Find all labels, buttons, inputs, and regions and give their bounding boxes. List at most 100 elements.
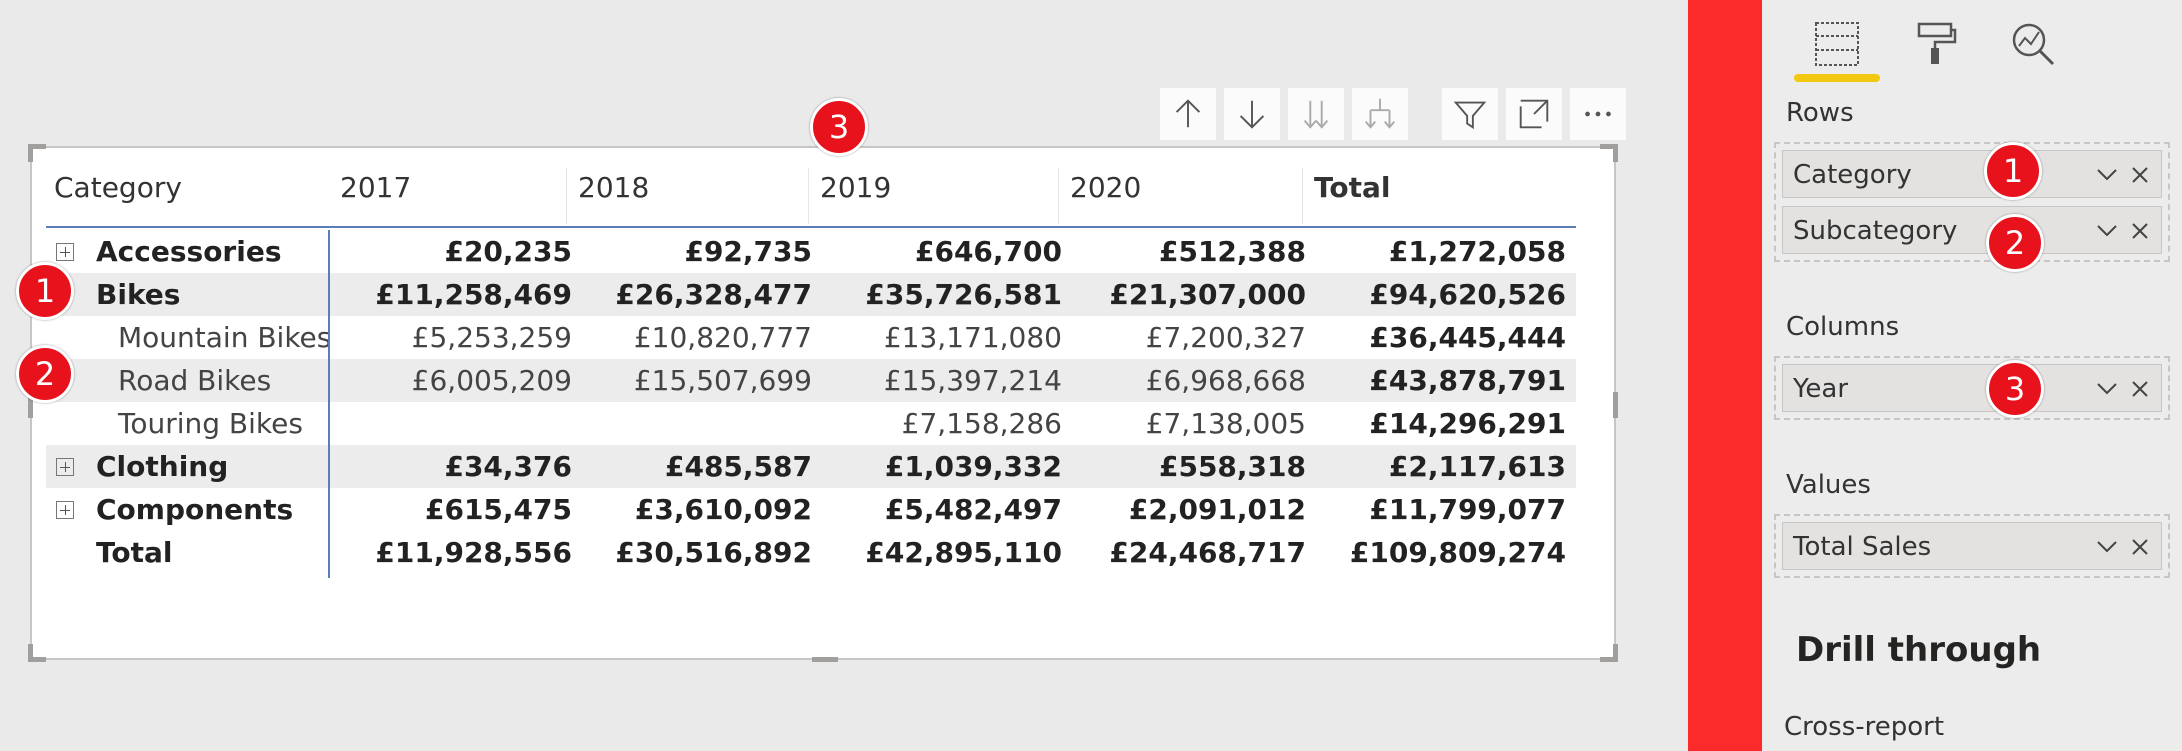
collapsed-pane-strip <box>1688 0 1762 751</box>
field-pill-total-sales[interactable]: Total Sales <box>1782 522 2162 570</box>
close-icon[interactable] <box>2129 378 2151 400</box>
table-row-touring-bikes[interactable]: Touring Bikes £7,158,286 £7,138,005 £14,… <box>46 402 1576 445</box>
cell-2019: £7,158,286 <box>901 407 1062 440</box>
arrow-up-icon <box>1175 99 1201 128</box>
tab-fields[interactable] <box>1792 8 1882 82</box>
field-pill-subcategory[interactable]: Subcategory <box>1782 206 2162 254</box>
cell-2017: £6,005,209 <box>411 364 572 397</box>
focus-mode-button[interactable] <box>1506 88 1562 140</box>
chevron-down-icon[interactable] <box>2095 221 2119 241</box>
cell-total: £14,296,291 <box>1369 407 1566 440</box>
cell-2018: £10,820,777 <box>633 321 812 354</box>
resize-handle-bottom-left[interactable] <box>28 657 46 662</box>
close-icon[interactable] <box>2129 536 2151 558</box>
resize-handle-bottom-right-v[interactable] <box>1613 644 1618 662</box>
table-row-road-bikes[interactable]: Road Bikes £6,005,209 £15,507,699 £15,39… <box>46 359 1576 402</box>
row-label: Touring Bikes <box>118 407 303 440</box>
row-label: Mountain Bikes <box>118 321 332 354</box>
field-name: Category <box>1793 160 1912 190</box>
callout-badge-2-panel: 2 <box>1986 214 2044 272</box>
chevron-down-icon[interactable] <box>2095 165 2119 185</box>
cell-2017: £11,928,556 <box>375 536 572 569</box>
cell-2020: £21,307,000 <box>1109 278 1306 311</box>
resize-handle-top-left[interactable] <box>28 144 46 149</box>
expand-next-level-button[interactable] <box>1352 88 1408 140</box>
table-row-bikes[interactable]: Bikes £11,258,469 £26,328,477 £35,726,58… <box>46 273 1576 316</box>
table-row-accessories[interactable]: Accessories £20,235 £92,735 £646,700 £51… <box>46 230 1576 273</box>
tab-format[interactable] <box>1890 8 1980 80</box>
drill-through-heading: Drill through <box>1796 630 2042 670</box>
visual-header-toolbar <box>1160 88 1626 140</box>
table-row-components[interactable]: Components £615,475 £3,610,092 £5,482,49… <box>46 488 1576 531</box>
chevron-down-icon[interactable] <box>2095 379 2119 399</box>
column-header-total[interactable]: Total <box>1314 171 1391 204</box>
column-header-2017[interactable]: 2017 <box>340 171 412 204</box>
resize-handle-top-right[interactable] <box>1600 144 1618 149</box>
resize-handle-top-left-v[interactable] <box>28 144 33 162</box>
drill-up-button[interactable] <box>1160 88 1216 140</box>
expand-plus-icon[interactable] <box>56 243 74 261</box>
focus-mode-icon <box>1519 99 1549 129</box>
table-row-mountain-bikes[interactable]: Mountain Bikes £5,253,259 £10,820,777 £1… <box>46 316 1576 359</box>
resize-handle-right[interactable] <box>1613 392 1618 418</box>
table-row-grand-total[interactable]: Total £11,928,556 £30,516,892 £42,895,11… <box>46 531 1576 574</box>
resize-handle-bottom-left-v[interactable] <box>28 644 33 662</box>
matrix-visual[interactable]: Category 2017 2018 2019 2020 Total Acces… <box>28 144 1618 662</box>
field-pill-year[interactable]: Year <box>1782 364 2162 412</box>
visualizations-pane: Rows Category Subcategory Columns Year V… <box>1762 0 2182 751</box>
field-name: Total Sales <box>1793 532 1932 562</box>
callout-badge-2: 2 <box>16 345 74 403</box>
resize-handle-bottom[interactable] <box>812 657 838 662</box>
row-label: Bikes <box>96 278 181 311</box>
field-name: Year <box>1793 374 1849 404</box>
expand-hierarchy-icon <box>1365 98 1395 129</box>
resize-handle-top-right-v[interactable] <box>1613 144 1618 162</box>
row-label: Accessories <box>96 235 282 268</box>
cell-total: £36,445,444 <box>1369 321 1566 354</box>
field-name: Subcategory <box>1793 216 1958 246</box>
rows-well[interactable]: Category Subcategory <box>1774 142 2170 262</box>
expand-plus-icon[interactable] <box>56 458 74 476</box>
close-icon[interactable] <box>2129 164 2151 186</box>
filter-button[interactable] <box>1442 88 1498 140</box>
cell-2017: £20,235 <box>444 235 572 268</box>
cell-2018: £92,735 <box>684 235 812 268</box>
arrow-down-icon <box>1239 100 1265 129</box>
resize-handle-bottom-right[interactable] <box>1600 657 1618 662</box>
cell-2019: £42,895,110 <box>865 536 1062 569</box>
analytics-magnifier-icon <box>2012 23 2055 66</box>
cell-total: £43,878,791 <box>1369 364 1566 397</box>
close-icon[interactable] <box>2129 220 2151 242</box>
cell-2020: £6,968,668 <box>1145 364 1306 397</box>
cell-2018: £15,507,699 <box>633 364 812 397</box>
matrix-table: Category 2017 2018 2019 2020 Total Acces… <box>46 158 1576 578</box>
more-options-button[interactable] <box>1570 88 1626 140</box>
callout-badge-1: 1 <box>16 262 74 320</box>
cell-2020: £7,138,005 <box>1145 407 1306 440</box>
cross-report-label: Cross-report <box>1784 712 1945 742</box>
values-well[interactable]: Total Sales <box>1774 514 2170 578</box>
callout-badge-3-panel: 3 <box>1986 360 2044 418</box>
tab-analytics[interactable] <box>1988 8 2078 80</box>
column-header-2020[interactable]: 2020 <box>1070 171 1142 204</box>
expand-plus-icon[interactable] <box>56 501 74 519</box>
field-pill-category[interactable]: Category <box>1782 150 2162 198</box>
cell-2020: £7,200,327 <box>1145 321 1306 354</box>
cell-2019: £1,039,332 <box>884 450 1062 483</box>
cell-total: £2,117,613 <box>1388 450 1566 483</box>
cell-total: £109,809,274 <box>1349 536 1566 569</box>
cell-2019: £646,700 <box>914 235 1062 268</box>
column-header-2019[interactable]: 2019 <box>820 171 892 204</box>
row-label: Clothing <box>96 450 229 483</box>
columns-well[interactable]: Year <box>1774 356 2170 420</box>
column-header-category[interactable]: Category <box>54 171 182 204</box>
go-to-next-level-button[interactable] <box>1288 88 1344 140</box>
drill-down-button[interactable] <box>1224 88 1280 140</box>
cell-2020: £24,468,717 <box>1109 536 1306 569</box>
resize-handle-left[interactable] <box>28 392 33 418</box>
chevron-down-icon[interactable] <box>2095 537 2119 557</box>
cell-2017: £615,475 <box>424 493 572 526</box>
fields-well-icon <box>1815 22 1859 66</box>
column-header-2018[interactable]: 2018 <box>578 171 650 204</box>
table-row-clothing[interactable]: Clothing £34,376 £485,587 £1,039,332 £55… <box>46 445 1576 488</box>
